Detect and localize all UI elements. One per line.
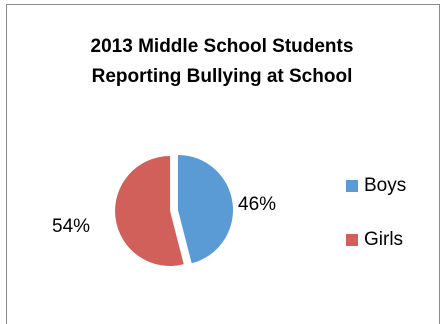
legend-label-boys: Boys xyxy=(364,175,407,196)
legend-label-girls: Girls xyxy=(364,229,404,250)
pie-slice-boys xyxy=(178,155,233,264)
chart-title-line-2: Reporting Bullying at School xyxy=(91,66,353,87)
chart-title: 2013 Middle School Students Reporting Bu… xyxy=(0,32,444,92)
data-label-girls: 54% xyxy=(52,216,90,237)
chart-frame xyxy=(6,4,440,324)
legend-swatch-girls xyxy=(346,234,358,246)
data-label-boys: 46% xyxy=(238,194,276,215)
chart-title-line-1: 2013 Middle School Students xyxy=(90,36,354,57)
legend-swatch-boys xyxy=(346,180,358,192)
pie-slice-girls xyxy=(115,156,184,267)
legend-item-boys: Boys xyxy=(346,175,406,197)
legend-item-girls: Girls xyxy=(346,229,403,251)
